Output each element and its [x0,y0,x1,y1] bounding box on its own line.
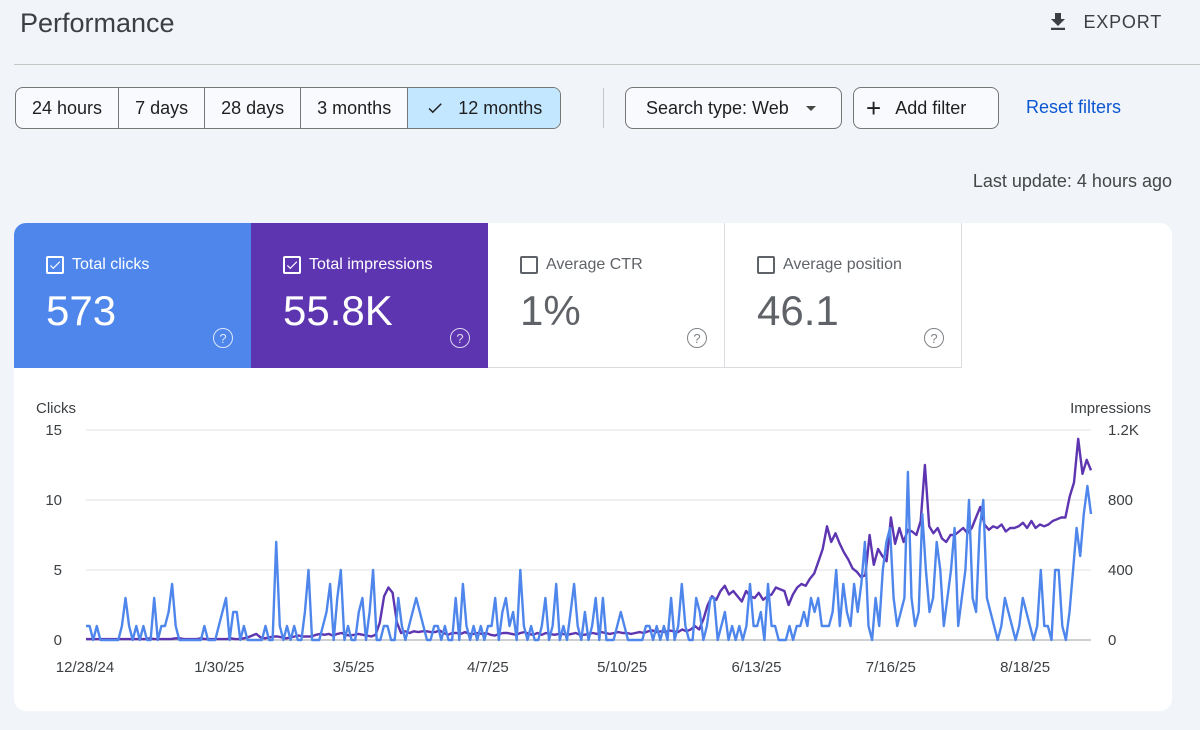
search-type-label: Search type: Web [646,97,789,118]
x-tick-label: 12/28/24 [56,659,114,676]
x-tick-label: 7/16/25 [866,659,916,676]
help-icon[interactable]: ? [924,328,944,348]
x-tick-label: 4/7/25 [467,659,509,676]
metric-average-position[interactable]: Average position 46.1 ? [725,223,962,368]
metric-clicks-header: Total clicks [46,256,149,274]
check-icon [428,103,442,114]
range-28-days[interactable]: 28 days [205,88,302,128]
add-filter-label: Add filter [895,97,967,118]
help-icon[interactable]: ? [687,328,707,348]
range-12-months-label: 12 months [458,97,543,118]
checkbox-unchecked-icon[interactable] [520,256,538,274]
search-type-dropdown[interactable]: Search type: Web [625,87,842,129]
page-title: Performance [20,8,175,38]
x-tick-label: 8/18/25 [1000,659,1050,676]
left-tick-label: 10 [45,492,62,509]
clicks-series-line [86,470,1093,642]
metric-position-header: Average position [757,256,902,274]
left-tick-label: 0 [54,632,62,649]
header-divider [14,64,1200,65]
caret-down-icon [805,105,816,111]
checkbox-checked-icon[interactable] [46,256,64,274]
metric-clicks-label: Total clicks [72,256,150,273]
date-range-selector: 24 hours 7 days 28 days 3 months 12 mont… [15,87,562,129]
metric-ctr-header: Average CTR [520,256,643,274]
reset-filters-link[interactable]: Reset filters [1026,97,1122,117]
right-axis-title: Impressions [1070,400,1151,417]
metric-impressions-header: Total impressions [283,256,433,274]
impressions-series-line [86,437,1093,641]
metric-total-impressions[interactable]: Total impressions 55.8K ? [251,223,488,368]
metric-position-label: Average position [783,256,902,273]
performance-chart: Clicks Impressions 15 1.2K 10 800 5 400 0 0 12/28/… [36,400,1151,676]
x-tick-label: 1/30/25 [194,659,244,676]
export-button[interactable]: EXPORT [1046,10,1163,34]
metric-clicks-value: 573 [46,287,117,334]
left-tick-label: 5 [54,562,62,579]
left-tick-label: 15 [45,422,62,439]
range-12-months[interactable]: 12 months [408,88,561,128]
left-axis-title: Clicks [36,400,76,417]
range-7-days[interactable]: 7 days [119,88,206,128]
plus-icon: + [866,93,882,123]
metric-ctr-value: 1% [520,287,581,334]
filter-separator [603,88,604,128]
right-tick-label: 800 [1108,492,1133,509]
metric-average-ctr[interactable]: Average CTR 1% ? [488,223,725,368]
checkbox-unchecked-icon[interactable] [757,256,775,274]
metric-position-value: 46.1 [757,287,839,334]
performance-card: Total clicks 573 ? Total impressions 55.… [14,223,1172,711]
x-tick-label: 3/5/25 [333,659,375,676]
metric-ctr-label: Average CTR [546,256,643,273]
right-tick-label: 0 [1108,632,1116,649]
metric-impressions-value: 55.8K [283,287,393,334]
range-3-months[interactable]: 3 months [301,88,409,128]
range-24-hours[interactable]: 24 hours [16,88,120,128]
last-update-text: Last update: 4 hours ago [972,171,1172,191]
export-label: EXPORT [1083,11,1162,32]
checkbox-checked-icon[interactable] [283,256,301,274]
x-tick-label: 5/10/25 [597,659,647,676]
x-tick-label: 6/13/25 [731,659,781,676]
download-icon [1050,13,1065,30]
help-icon[interactable]: ? [213,328,233,348]
right-tick-label: 400 [1108,562,1133,579]
metric-total-clicks[interactable]: Total clicks 573 ? [14,223,251,368]
right-tick-label: 1.2K [1108,422,1139,439]
metric-impressions-label: Total impressions [309,256,433,273]
help-icon[interactable]: ? [450,328,470,348]
add-filter-button[interactable]: + Add filter [853,87,999,129]
